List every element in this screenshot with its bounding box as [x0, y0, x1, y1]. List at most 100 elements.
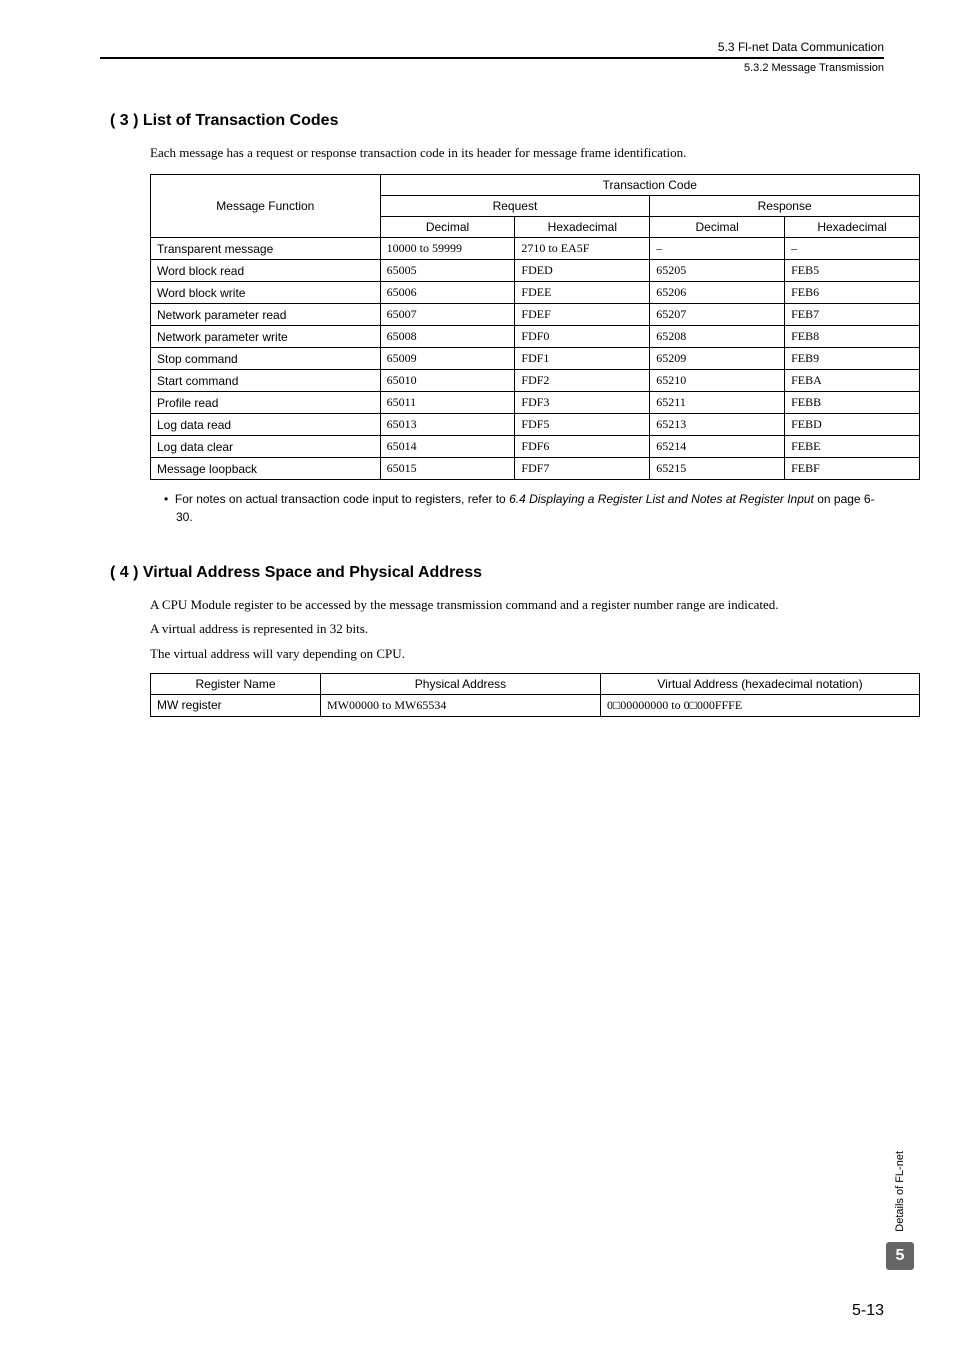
- cell-res-dec: 65208: [650, 326, 785, 348]
- cell-req-dec: 65009: [380, 348, 515, 370]
- table-row: MW registerMW00000 to MW655340□00000000 …: [151, 694, 920, 716]
- cell-res-dec: 65205: [650, 260, 785, 282]
- section3-note: • For notes on actual transaction code i…: [164, 490, 884, 526]
- cell-func: Message loopback: [151, 458, 381, 480]
- note-pre: For notes on actual transaction code inp…: [175, 492, 509, 506]
- table-row: Stop command65009FDF165209FEB9: [151, 348, 920, 370]
- note-bullet: •: [164, 492, 168, 506]
- cell-res-hex: FEB5: [785, 260, 920, 282]
- section4-p3: The virtual address will vary depending …: [150, 645, 884, 663]
- cell-res-dec: 65210: [650, 370, 785, 392]
- transaction-code-table: Message Function Transaction Code Reques…: [150, 174, 920, 480]
- th-physical-address: Physical Address: [321, 673, 601, 694]
- cell-req-hex: FDF0: [515, 326, 650, 348]
- cell-func: Profile read: [151, 392, 381, 414]
- cell-res-hex: FEBD: [785, 414, 920, 436]
- table-row: Word block read65005FDED65205FEB5: [151, 260, 920, 282]
- cell-res-hex: FEBA: [785, 370, 920, 392]
- cell-req-hex: FDF7: [515, 458, 650, 480]
- page-number: 5-13: [852, 1302, 884, 1320]
- cell-func: Network parameter read: [151, 304, 381, 326]
- section3-heading: ( 3 ) List of Transaction Codes: [110, 112, 884, 130]
- th-req-decimal: Decimal: [380, 217, 515, 238]
- th-req-hex: Hexadecimal: [515, 217, 650, 238]
- cell-res-hex: FEB6: [785, 282, 920, 304]
- section3-intro: Each message has a request or response t…: [150, 144, 884, 162]
- cell-req-dec: 65008: [380, 326, 515, 348]
- table-row: Log data read65013FDF565213FEBD: [151, 414, 920, 436]
- cell-res-hex: –: [785, 238, 920, 260]
- th-response: Response: [650, 196, 920, 217]
- cell-res-hex: FEB9: [785, 348, 920, 370]
- cell-req-dec: 65006: [380, 282, 515, 304]
- header-block: 5.3 Fl-net Data Communication 5.3.2 Mess…: [100, 40, 884, 74]
- header-section-title: 5.3 Fl-net Data Communication: [100, 40, 884, 57]
- cell-res-dec: 65215: [650, 458, 785, 480]
- cell-res-hex: FEBF: [785, 458, 920, 480]
- cell-req-dec: 65013: [380, 414, 515, 436]
- cell-req-hex: FDF5: [515, 414, 650, 436]
- cell-func: Log data clear: [151, 436, 381, 458]
- cell-func: Stop command: [151, 348, 381, 370]
- th-virtual-address: Virtual Address (hexadecimal notation): [601, 673, 920, 694]
- cell-req-hex: FDED: [515, 260, 650, 282]
- cell-req-dec: 65011: [380, 392, 515, 414]
- cell-func: Word block read: [151, 260, 381, 282]
- th-transaction-code: Transaction Code: [380, 175, 919, 196]
- table-row: Word block write65006FDEE65206FEB6: [151, 282, 920, 304]
- cell-func: Log data read: [151, 414, 381, 436]
- table-row: Network parameter write65008FDF065208FEB…: [151, 326, 920, 348]
- cell-res-dec: 65213: [650, 414, 785, 436]
- cell-req-hex: 2710 to EA5F: [515, 238, 650, 260]
- th-request: Request: [380, 196, 650, 217]
- note-italic: 6.4 Displaying a Register List and Notes…: [509, 492, 814, 506]
- cell-virt: 0□00000000 to 0□000FFFE: [601, 694, 920, 716]
- cell-req-dec: 65007: [380, 304, 515, 326]
- table-row: Message loopback65015FDF765215FEBF: [151, 458, 920, 480]
- cell-req-dec: 10000 to 59999: [380, 238, 515, 260]
- cell-phys: MW00000 to MW65534: [321, 694, 601, 716]
- cell-func: Word block write: [151, 282, 381, 304]
- cell-req-hex: FDEE: [515, 282, 650, 304]
- cell-res-dec: 65214: [650, 436, 785, 458]
- cell-req-hex: FDF1: [515, 348, 650, 370]
- table-row: Transparent message10000 to 599992710 to…: [151, 238, 920, 260]
- cell-res-dec: 65209: [650, 348, 785, 370]
- cell-res-hex: FEBB: [785, 392, 920, 414]
- cell-res-hex: FEB8: [785, 326, 920, 348]
- table-row: Log data clear65014FDF665214FEBE: [151, 436, 920, 458]
- th-register-name: Register Name: [151, 673, 321, 694]
- section4-p1: A CPU Module register to be accessed by …: [150, 596, 884, 614]
- cell-req-hex: FDF2: [515, 370, 650, 392]
- cell-res-dec: 65211: [650, 392, 785, 414]
- cell-regname: MW register: [151, 694, 321, 716]
- cell-req-dec: 65014: [380, 436, 515, 458]
- section4-heading: ( 4 ) Virtual Address Space and Physical…: [110, 564, 884, 582]
- th-message-function: Message Function: [151, 175, 381, 238]
- cell-res-dec: 65207: [650, 304, 785, 326]
- table-row: Profile read65011FDF365211FEBB: [151, 392, 920, 414]
- table-row: Start command65010FDF265210FEBA: [151, 370, 920, 392]
- cell-func: Start command: [151, 370, 381, 392]
- cell-req-dec: 65015: [380, 458, 515, 480]
- cell-func: Transparent message: [151, 238, 381, 260]
- cell-res-dec: –: [650, 238, 785, 260]
- cell-func: Network parameter write: [151, 326, 381, 348]
- th-res-hex: Hexadecimal: [785, 217, 920, 238]
- header-divider: [100, 57, 884, 59]
- cell-res-dec: 65206: [650, 282, 785, 304]
- cell-res-hex: FEB7: [785, 304, 920, 326]
- cell-req-dec: 65005: [380, 260, 515, 282]
- side-tab: Details of FL-net 5: [886, 1151, 914, 1270]
- cell-req-hex: FDF6: [515, 436, 650, 458]
- cell-req-dec: 65010: [380, 370, 515, 392]
- chapter-box: 5: [886, 1242, 914, 1270]
- table-row: Network parameter read65007FDEF65207FEB7: [151, 304, 920, 326]
- cell-res-hex: FEBE: [785, 436, 920, 458]
- header-subsection-title: 5.3.2 Message Transmission: [100, 62, 884, 74]
- section4-p2: A virtual address is represented in 32 b…: [150, 620, 884, 638]
- th-res-decimal: Decimal: [650, 217, 785, 238]
- cell-req-hex: FDEF: [515, 304, 650, 326]
- address-table: Register Name Physical Address Virtual A…: [150, 673, 920, 717]
- cell-req-hex: FDF3: [515, 392, 650, 414]
